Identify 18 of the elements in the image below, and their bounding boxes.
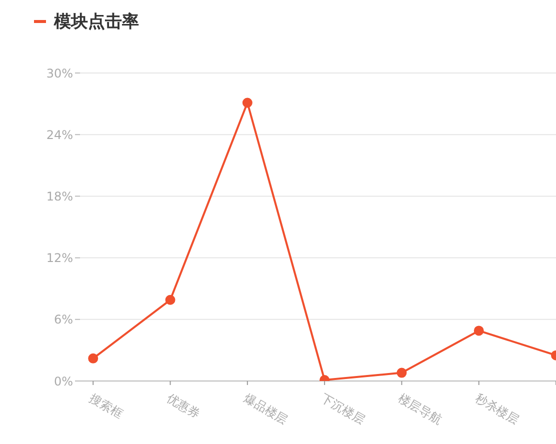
point: [165, 294, 176, 305]
y-tick-label: 30%: [46, 66, 73, 80]
legend-label: 模块点击率: [54, 11, 139, 33]
point: [474, 326, 484, 336]
x-tick-label: 搜索框: [87, 391, 126, 422]
x-tick-label: 楼层导航: [396, 391, 444, 428]
x-tick-label: 爆品楼层: [242, 391, 290, 428]
x-tick-label: 秒杀楼层: [472, 391, 522, 428]
y-tick-label: 0%: [54, 374, 73, 388]
y-tick-label: 24%: [46, 128, 73, 142]
point: [242, 98, 252, 108]
point: [396, 368, 407, 378]
y-tick-label: 18%: [46, 189, 73, 204]
x-tick-label: 优惠券: [164, 391, 203, 422]
y-tick-label: 6%: [54, 312, 73, 327]
y-tick-label: 12%: [46, 251, 73, 266]
x-tick-label: 下沉楼层: [318, 391, 368, 428]
point: [88, 353, 98, 364]
